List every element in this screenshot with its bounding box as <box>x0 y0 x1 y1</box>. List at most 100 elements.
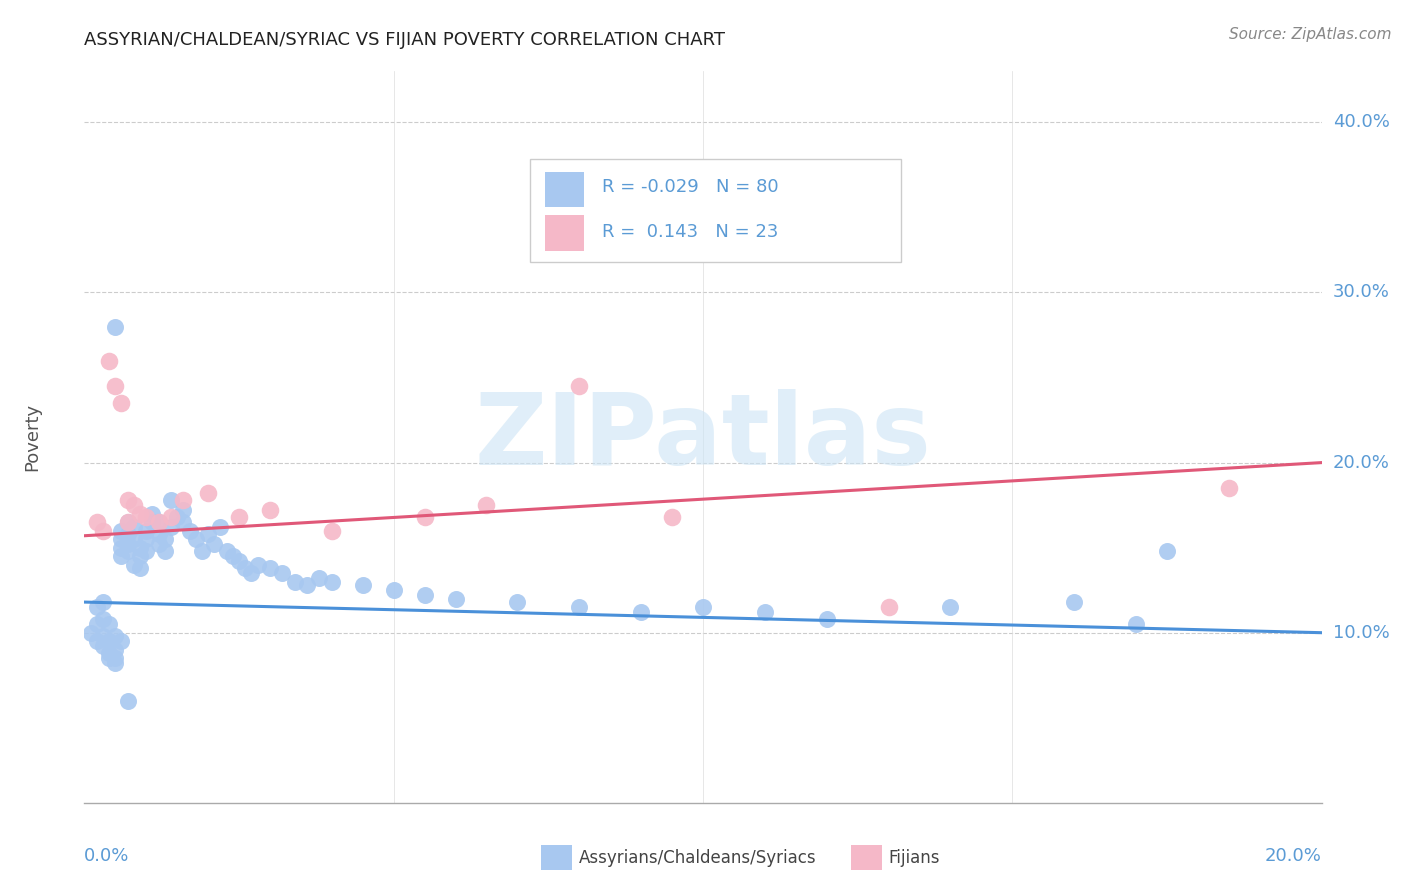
FancyBboxPatch shape <box>544 171 585 207</box>
Point <box>91 629 114 643</box>
Point <box>754 605 776 619</box>
Point <box>91 524 114 538</box>
Point <box>1218 481 1240 495</box>
Point <box>321 524 343 538</box>
Point <box>179 524 201 538</box>
Point <box>104 319 127 334</box>
Point <box>104 651 127 665</box>
Text: 20.0%: 20.0% <box>1333 454 1389 472</box>
Text: 0.0%: 0.0% <box>84 847 129 864</box>
Point <box>117 537 139 551</box>
Point <box>259 561 281 575</box>
Point <box>86 617 108 632</box>
Point <box>110 634 132 648</box>
Point <box>259 503 281 517</box>
Point <box>122 498 145 512</box>
Point <box>202 537 225 551</box>
Point <box>308 571 330 585</box>
Point <box>197 527 219 541</box>
Point <box>129 561 152 575</box>
Point <box>104 657 127 671</box>
Point <box>661 510 683 524</box>
Point <box>475 498 498 512</box>
Point <box>86 600 108 615</box>
Point <box>117 515 139 529</box>
Point <box>98 646 121 660</box>
Point <box>228 554 250 568</box>
Point <box>413 588 436 602</box>
Point <box>110 549 132 563</box>
Text: 30.0%: 30.0% <box>1333 284 1389 301</box>
Point <box>184 532 207 546</box>
Text: 10.0%: 10.0% <box>1333 624 1389 641</box>
Point <box>148 527 170 541</box>
Point <box>104 642 127 657</box>
Point <box>209 520 232 534</box>
Point <box>148 515 170 529</box>
Point <box>228 510 250 524</box>
Point <box>135 532 157 546</box>
Text: R =  0.143   N = 23: R = 0.143 N = 23 <box>602 223 778 241</box>
Point <box>295 578 318 592</box>
Point <box>1156 544 1178 558</box>
Point <box>153 532 176 546</box>
Text: Assyrians/Chaldeans/Syriacs: Assyrians/Chaldeans/Syriacs <box>579 849 817 867</box>
Point <box>98 651 121 665</box>
Point <box>568 379 591 393</box>
Point <box>1063 595 1085 609</box>
Text: 20.0%: 20.0% <box>1265 847 1322 864</box>
Text: Poverty: Poverty <box>22 403 41 471</box>
Point <box>135 544 157 558</box>
Point <box>222 549 245 563</box>
Point <box>160 520 183 534</box>
Text: ASSYRIAN/CHALDEAN/SYRIAC VS FIJIAN POVERTY CORRELATION CHART: ASSYRIAN/CHALDEAN/SYRIAC VS FIJIAN POVER… <box>84 31 725 49</box>
Point <box>141 507 163 521</box>
Point <box>129 507 152 521</box>
Text: Source: ZipAtlas.com: Source: ZipAtlas.com <box>1229 27 1392 42</box>
Point <box>91 640 114 654</box>
Point <box>104 629 127 643</box>
Point <box>815 612 838 626</box>
Point <box>506 595 529 609</box>
Point <box>271 566 294 581</box>
Point <box>91 595 114 609</box>
Point <box>110 396 132 410</box>
Point <box>79 625 101 640</box>
Point <box>382 583 405 598</box>
Point <box>160 493 183 508</box>
Point <box>191 544 214 558</box>
Point <box>1125 617 1147 632</box>
Point <box>172 503 194 517</box>
Point <box>110 532 132 546</box>
Point <box>215 544 238 558</box>
Point <box>321 574 343 589</box>
Point <box>877 600 900 615</box>
Point <box>352 578 374 592</box>
Point <box>172 493 194 508</box>
Text: R = -0.029   N = 80: R = -0.029 N = 80 <box>602 178 778 196</box>
Point <box>240 566 263 581</box>
Text: Fijians: Fijians <box>889 849 941 867</box>
Point <box>692 600 714 615</box>
Point <box>166 510 188 524</box>
Point <box>246 558 269 572</box>
Point <box>91 612 114 626</box>
Point <box>122 520 145 534</box>
Point <box>135 524 157 538</box>
Point <box>98 617 121 632</box>
Point <box>104 379 127 393</box>
Point <box>444 591 467 606</box>
Point <box>233 561 256 575</box>
Point <box>117 544 139 558</box>
Point <box>86 634 108 648</box>
Point <box>153 544 176 558</box>
Point <box>117 493 139 508</box>
Point <box>98 634 121 648</box>
Point <box>135 510 157 524</box>
Point <box>129 549 152 563</box>
Point <box>122 532 145 546</box>
Point <box>117 694 139 708</box>
Point <box>110 541 132 555</box>
Point <box>117 527 139 541</box>
Point <box>939 600 962 615</box>
